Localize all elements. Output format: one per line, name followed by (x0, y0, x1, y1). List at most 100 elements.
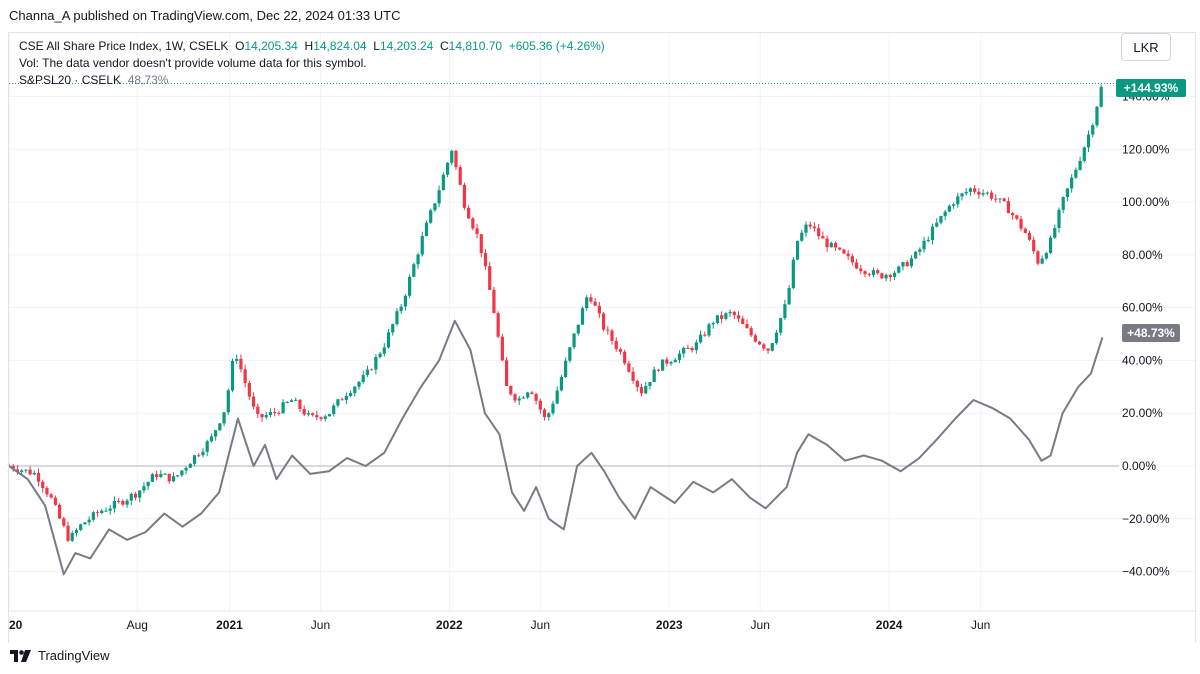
currency-button[interactable]: LKR (1121, 33, 1171, 61)
candle-body (850, 256, 854, 263)
candle-body (909, 258, 914, 267)
candle-body (163, 473, 167, 475)
candle-body (766, 348, 770, 351)
candle-body (538, 400, 542, 410)
candle-body (833, 242, 838, 248)
candle-body (530, 392, 534, 395)
candle-body (433, 203, 437, 211)
x-tick-label: Jun (531, 618, 550, 632)
candle-body (83, 522, 87, 525)
candle-body (753, 335, 757, 342)
candle-body (817, 228, 821, 237)
candle-body (1070, 177, 1074, 189)
candle-body (513, 394, 517, 401)
y-tick-label: 40.00% (1122, 353, 1163, 367)
candle-body (960, 193, 964, 197)
close-value: 14,810.70 (448, 39, 503, 53)
candle-body (673, 359, 677, 363)
candle-body (597, 305, 601, 314)
candle-body (943, 211, 947, 217)
candle-body (273, 412, 277, 414)
change-value: +605.36 (+4.26%) (508, 39, 605, 53)
candle-body (926, 240, 930, 242)
candle-body (568, 347, 572, 361)
candle-body (863, 271, 867, 275)
candle-body (935, 222, 939, 227)
candle-body (821, 236, 825, 239)
legend-main-row: CSE All Share Price Index, 1W, CSELK O14… (19, 38, 605, 55)
candle-body (87, 519, 91, 523)
candle-body (353, 386, 357, 394)
candle-body (176, 475, 180, 477)
candle-body (783, 304, 787, 319)
candle-body (639, 387, 644, 394)
candle-body (222, 412, 226, 424)
high-label: H (304, 39, 314, 53)
compare-value: 48.73% (127, 73, 169, 87)
symbol-title[interactable]: CSE All Share Price Index, 1W, CSELK (19, 39, 229, 53)
candle-body (1002, 198, 1006, 202)
candle-body (41, 481, 45, 489)
candle-body (846, 253, 850, 257)
candle-body (1019, 218, 1023, 229)
candle-body (488, 266, 492, 290)
candle-body (720, 315, 724, 319)
price-chart[interactable]: 140.00%120.00%100.00%80.00%60.00%40.00%2… (9, 33, 1195, 643)
compare-symbol[interactable]: S&PSL20 · CSELK (19, 73, 122, 87)
candle-body (24, 469, 28, 471)
candle-body (209, 436, 214, 442)
candle-body (542, 409, 547, 418)
candle-body (424, 222, 429, 236)
candle-body (876, 270, 880, 274)
candle-body (235, 358, 239, 361)
candle-body (842, 249, 846, 254)
candle-body (327, 413, 332, 417)
y-tick-label: 100.00% (1122, 195, 1170, 209)
chart-area[interactable]: 140.00%120.00%100.00%80.00%60.00%40.00%2… (8, 32, 1196, 643)
candle-body (20, 470, 24, 473)
footer-brand[interactable]: TradingView (10, 648, 110, 663)
candle-body (728, 311, 732, 314)
candle-body (918, 249, 922, 252)
candle-body (547, 413, 551, 418)
candle-body (500, 336, 504, 361)
candle-body (226, 390, 230, 413)
open-value: 14,205.34 (244, 39, 298, 53)
candle-body (386, 332, 391, 348)
candle-body (1015, 215, 1019, 219)
candle-body (686, 347, 690, 349)
candle-body (576, 324, 580, 334)
x-tick-label: 2020 (9, 618, 23, 632)
candle-body (973, 188, 977, 192)
candle-body (268, 412, 273, 416)
candle-body (1099, 86, 1103, 107)
chart-legend: CSE All Share Price Index, 1W, CSELK O14… (19, 38, 605, 89)
candle-body (251, 396, 256, 407)
candle-body (998, 198, 1002, 200)
candle-body (859, 268, 863, 272)
candle-body (188, 463, 192, 468)
candle-body (644, 385, 648, 394)
candle-body (1027, 232, 1032, 240)
candle-body (1036, 251, 1040, 264)
candle-body (981, 193, 985, 195)
candle-body (365, 369, 370, 376)
candle-body (964, 191, 968, 194)
candle-body (361, 375, 365, 382)
candle-body (1048, 237, 1053, 254)
candle-body (808, 224, 812, 227)
candle-body (867, 274, 871, 276)
candle-body (564, 360, 568, 377)
candle-body (277, 412, 281, 414)
candle-body (623, 351, 627, 364)
candle-body (1082, 147, 1086, 161)
candle-body (1057, 209, 1061, 229)
candle-body (167, 473, 171, 482)
candle-body (884, 274, 888, 279)
candle-body (989, 192, 994, 199)
candle-body (534, 394, 538, 401)
candle-body (1040, 258, 1044, 264)
candle-body (112, 500, 117, 509)
candle-body (142, 486, 146, 491)
candle-body (214, 430, 218, 437)
